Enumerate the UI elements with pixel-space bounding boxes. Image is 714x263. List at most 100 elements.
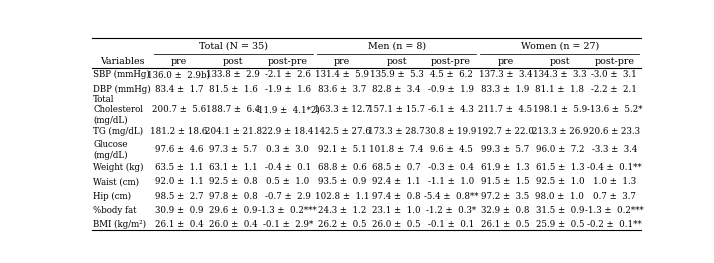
Text: post-pre: post-pre xyxy=(268,57,308,65)
Text: 98.0 ±  1.0: 98.0 ± 1.0 xyxy=(536,192,584,201)
Text: 26.2 ±  0.5: 26.2 ± 0.5 xyxy=(318,220,366,229)
Text: 131.4 ±  5.9: 131.4 ± 5.9 xyxy=(315,70,369,79)
Text: %body fat: %body fat xyxy=(93,206,136,215)
Text: 204.1 ± 21.8: 204.1 ± 21.8 xyxy=(205,127,262,136)
Text: 92.1 ±  5.1: 92.1 ± 5.1 xyxy=(318,145,366,154)
Text: 26.1 ±  0.4: 26.1 ± 0.4 xyxy=(155,220,203,229)
Text: Hip (cm): Hip (cm) xyxy=(93,192,131,201)
Text: 135.9 ±  5.3: 135.9 ± 5.3 xyxy=(370,70,423,79)
Text: Men (n = 8): Men (n = 8) xyxy=(368,42,426,50)
Text: -5.4 ±  0.8**: -5.4 ± 0.8** xyxy=(424,192,478,201)
Text: 99.3 ±  5.7: 99.3 ± 5.7 xyxy=(481,145,530,154)
Text: -0.1 ±  0.1: -0.1 ± 0.1 xyxy=(428,220,474,229)
Text: 101.8 ±  7.4: 101.8 ± 7.4 xyxy=(369,145,424,154)
Text: pre: pre xyxy=(171,57,187,65)
Text: -3.0 ±  3.1: -3.0 ± 3.1 xyxy=(591,70,637,79)
Text: -0.7 ±  2.9: -0.7 ± 2.9 xyxy=(265,192,311,201)
Text: 25.9 ±  0.5: 25.9 ± 0.5 xyxy=(536,220,584,229)
Text: -13.6 ±  5.2*: -13.6 ± 5.2* xyxy=(586,105,642,114)
Text: -1.9 ±  1.6: -1.9 ± 1.6 xyxy=(265,84,311,94)
Text: Waist (cm): Waist (cm) xyxy=(93,177,139,186)
Text: 91.5 ±  1.5: 91.5 ± 1.5 xyxy=(481,177,530,186)
Text: 136.0 ±  2.9b): 136.0 ± 2.9b) xyxy=(148,70,211,79)
Text: 68.8 ±  0.6: 68.8 ± 0.6 xyxy=(318,163,366,172)
Text: 20.6 ± 23.3: 20.6 ± 23.3 xyxy=(589,127,640,136)
Text: 63.5 ±  1.1: 63.5 ± 1.1 xyxy=(155,163,203,172)
Text: 83.4 ±  1.7: 83.4 ± 1.7 xyxy=(155,84,203,94)
Text: Weight (kg): Weight (kg) xyxy=(93,163,144,172)
Text: DBP (mmHg): DBP (mmHg) xyxy=(93,84,151,94)
Text: 133.8 ±  2.9: 133.8 ± 2.9 xyxy=(206,70,261,79)
Text: 9.6 ±  4.5: 9.6 ± 4.5 xyxy=(430,145,473,154)
Text: 30.8 ± 19.9: 30.8 ± 19.9 xyxy=(426,127,477,136)
Text: 83.3 ±  1.9: 83.3 ± 1.9 xyxy=(481,84,530,94)
Text: Total (N = 35): Total (N = 35) xyxy=(199,42,268,50)
Text: 92.5 ±  0.8: 92.5 ± 0.8 xyxy=(209,177,258,186)
Text: 198.1 ±  5.9: 198.1 ± 5.9 xyxy=(533,105,587,114)
Text: 200.7 ±  5.6: 200.7 ± 5.6 xyxy=(152,105,206,114)
Text: 97.8 ±  0.8: 97.8 ± 0.8 xyxy=(209,192,258,201)
Text: 26.0 ±  0.4: 26.0 ± 0.4 xyxy=(209,220,258,229)
Text: 92.5 ±  1.0: 92.5 ± 1.0 xyxy=(536,177,584,186)
Text: 0.7 ±  3.7: 0.7 ± 3.7 xyxy=(593,192,635,201)
Text: 173.3 ± 28.7: 173.3 ± 28.7 xyxy=(368,127,425,136)
Text: 181.2 ± 18.6: 181.2 ± 18.6 xyxy=(151,127,208,136)
Text: 4.5 ±  6.2: 4.5 ± 6.2 xyxy=(430,70,473,79)
Text: -0.2 ±  0.1**: -0.2 ± 0.1** xyxy=(587,220,642,229)
Text: post: post xyxy=(550,57,570,65)
Text: 97.3 ±  5.7: 97.3 ± 5.7 xyxy=(209,145,258,154)
Text: -11.9 ±  4.1*2): -11.9 ± 4.1*2) xyxy=(256,105,321,114)
Text: 26.1 ±  0.5: 26.1 ± 0.5 xyxy=(481,220,530,229)
Text: -0.4 ±  0.1**: -0.4 ± 0.1** xyxy=(587,163,642,172)
Text: 1.0 ±  1.3: 1.0 ± 1.3 xyxy=(593,177,636,186)
Text: 102.8 ±  1.1: 102.8 ± 1.1 xyxy=(315,192,369,201)
Text: -1.3 ±  0.2***: -1.3 ± 0.2*** xyxy=(585,206,643,215)
Text: 81.5 ±  1.6: 81.5 ± 1.6 xyxy=(209,84,258,94)
Text: pre: pre xyxy=(334,57,351,65)
Text: post: post xyxy=(223,57,243,65)
Text: -0.4 ±  0.1: -0.4 ± 0.1 xyxy=(265,163,311,172)
Text: 137.3 ±  3.4: 137.3 ± 3.4 xyxy=(478,70,532,79)
Text: 98.5 ±  2.7: 98.5 ± 2.7 xyxy=(155,192,203,201)
Text: 61.5 ±  1.3: 61.5 ± 1.3 xyxy=(536,163,584,172)
Text: -6.1 ±  4.3: -6.1 ± 4.3 xyxy=(428,105,474,114)
Text: -0.9 ±  1.9: -0.9 ± 1.9 xyxy=(428,84,474,94)
Text: 188.7 ±  6.4: 188.7 ± 6.4 xyxy=(206,105,261,114)
Text: -1.2 ±  0.3*: -1.2 ± 0.3* xyxy=(426,206,476,215)
Text: 92.4 ±  1.1: 92.4 ± 1.1 xyxy=(372,177,421,186)
Text: 92.0 ±  1.1: 92.0 ± 1.1 xyxy=(155,177,203,186)
Text: post-pre: post-pre xyxy=(594,57,634,65)
Text: -0.1 ±  2.9*: -0.1 ± 2.9* xyxy=(263,220,313,229)
Text: 93.5 ±  0.9: 93.5 ± 0.9 xyxy=(318,177,366,186)
Text: 211.7 ±  4.5: 211.7 ± 4.5 xyxy=(478,105,533,114)
Text: 29.6 ±  0.9: 29.6 ± 0.9 xyxy=(209,206,258,215)
Text: 97.4 ±  0.8: 97.4 ± 0.8 xyxy=(372,192,421,201)
Text: -3.3 ±  3.4: -3.3 ± 3.4 xyxy=(592,145,637,154)
Text: SBP (mmHg): SBP (mmHg) xyxy=(93,70,150,79)
Text: 23.1 ±  1.0: 23.1 ± 1.0 xyxy=(372,206,421,215)
Text: post-pre: post-pre xyxy=(431,57,471,65)
Text: -1.3 ±  0.2***: -1.3 ± 0.2*** xyxy=(258,206,317,215)
Text: 22.9 ± 18.4: 22.9 ± 18.4 xyxy=(262,127,313,136)
Text: TG (mg/dL): TG (mg/dL) xyxy=(93,127,144,136)
Text: -0.3 ±  0.4: -0.3 ± 0.4 xyxy=(428,163,474,172)
Text: 30.9 ±  0.9: 30.9 ± 0.9 xyxy=(155,206,203,215)
Text: 213.3 ± 26.9: 213.3 ± 26.9 xyxy=(532,127,588,136)
Text: 0.3 ±  3.0: 0.3 ± 3.0 xyxy=(266,145,309,154)
Text: 142.5 ± 27.6: 142.5 ± 27.6 xyxy=(314,127,371,136)
Text: 192.7 ± 22.0: 192.7 ± 22.0 xyxy=(477,127,534,136)
Text: -2.2 ±  2.1: -2.2 ± 2.1 xyxy=(591,84,637,94)
Text: post: post xyxy=(386,57,407,65)
Text: 134.3 ±  3.3: 134.3 ± 3.3 xyxy=(533,70,587,79)
Text: 96.0 ±  7.2: 96.0 ± 7.2 xyxy=(536,145,584,154)
Text: -2.1 ±  2.6: -2.1 ± 2.6 xyxy=(265,70,311,79)
Text: 31.5 ±  0.9: 31.5 ± 0.9 xyxy=(536,206,584,215)
Text: 0.5 ±  1.0: 0.5 ± 1.0 xyxy=(266,177,309,186)
Text: Women (n = 27): Women (n = 27) xyxy=(521,42,599,50)
Text: Glucose
(mg/dL): Glucose (mg/dL) xyxy=(93,140,128,160)
Text: 82.8 ±  3.4: 82.8 ± 3.4 xyxy=(373,84,421,94)
Text: 163.3 ± 12.7: 163.3 ± 12.7 xyxy=(314,105,371,114)
Text: 24.3 ±  1.2: 24.3 ± 1.2 xyxy=(318,206,366,215)
Text: 68.5 ±  0.7: 68.5 ± 0.7 xyxy=(372,163,421,172)
Text: 61.9 ±  1.3: 61.9 ± 1.3 xyxy=(481,163,530,172)
